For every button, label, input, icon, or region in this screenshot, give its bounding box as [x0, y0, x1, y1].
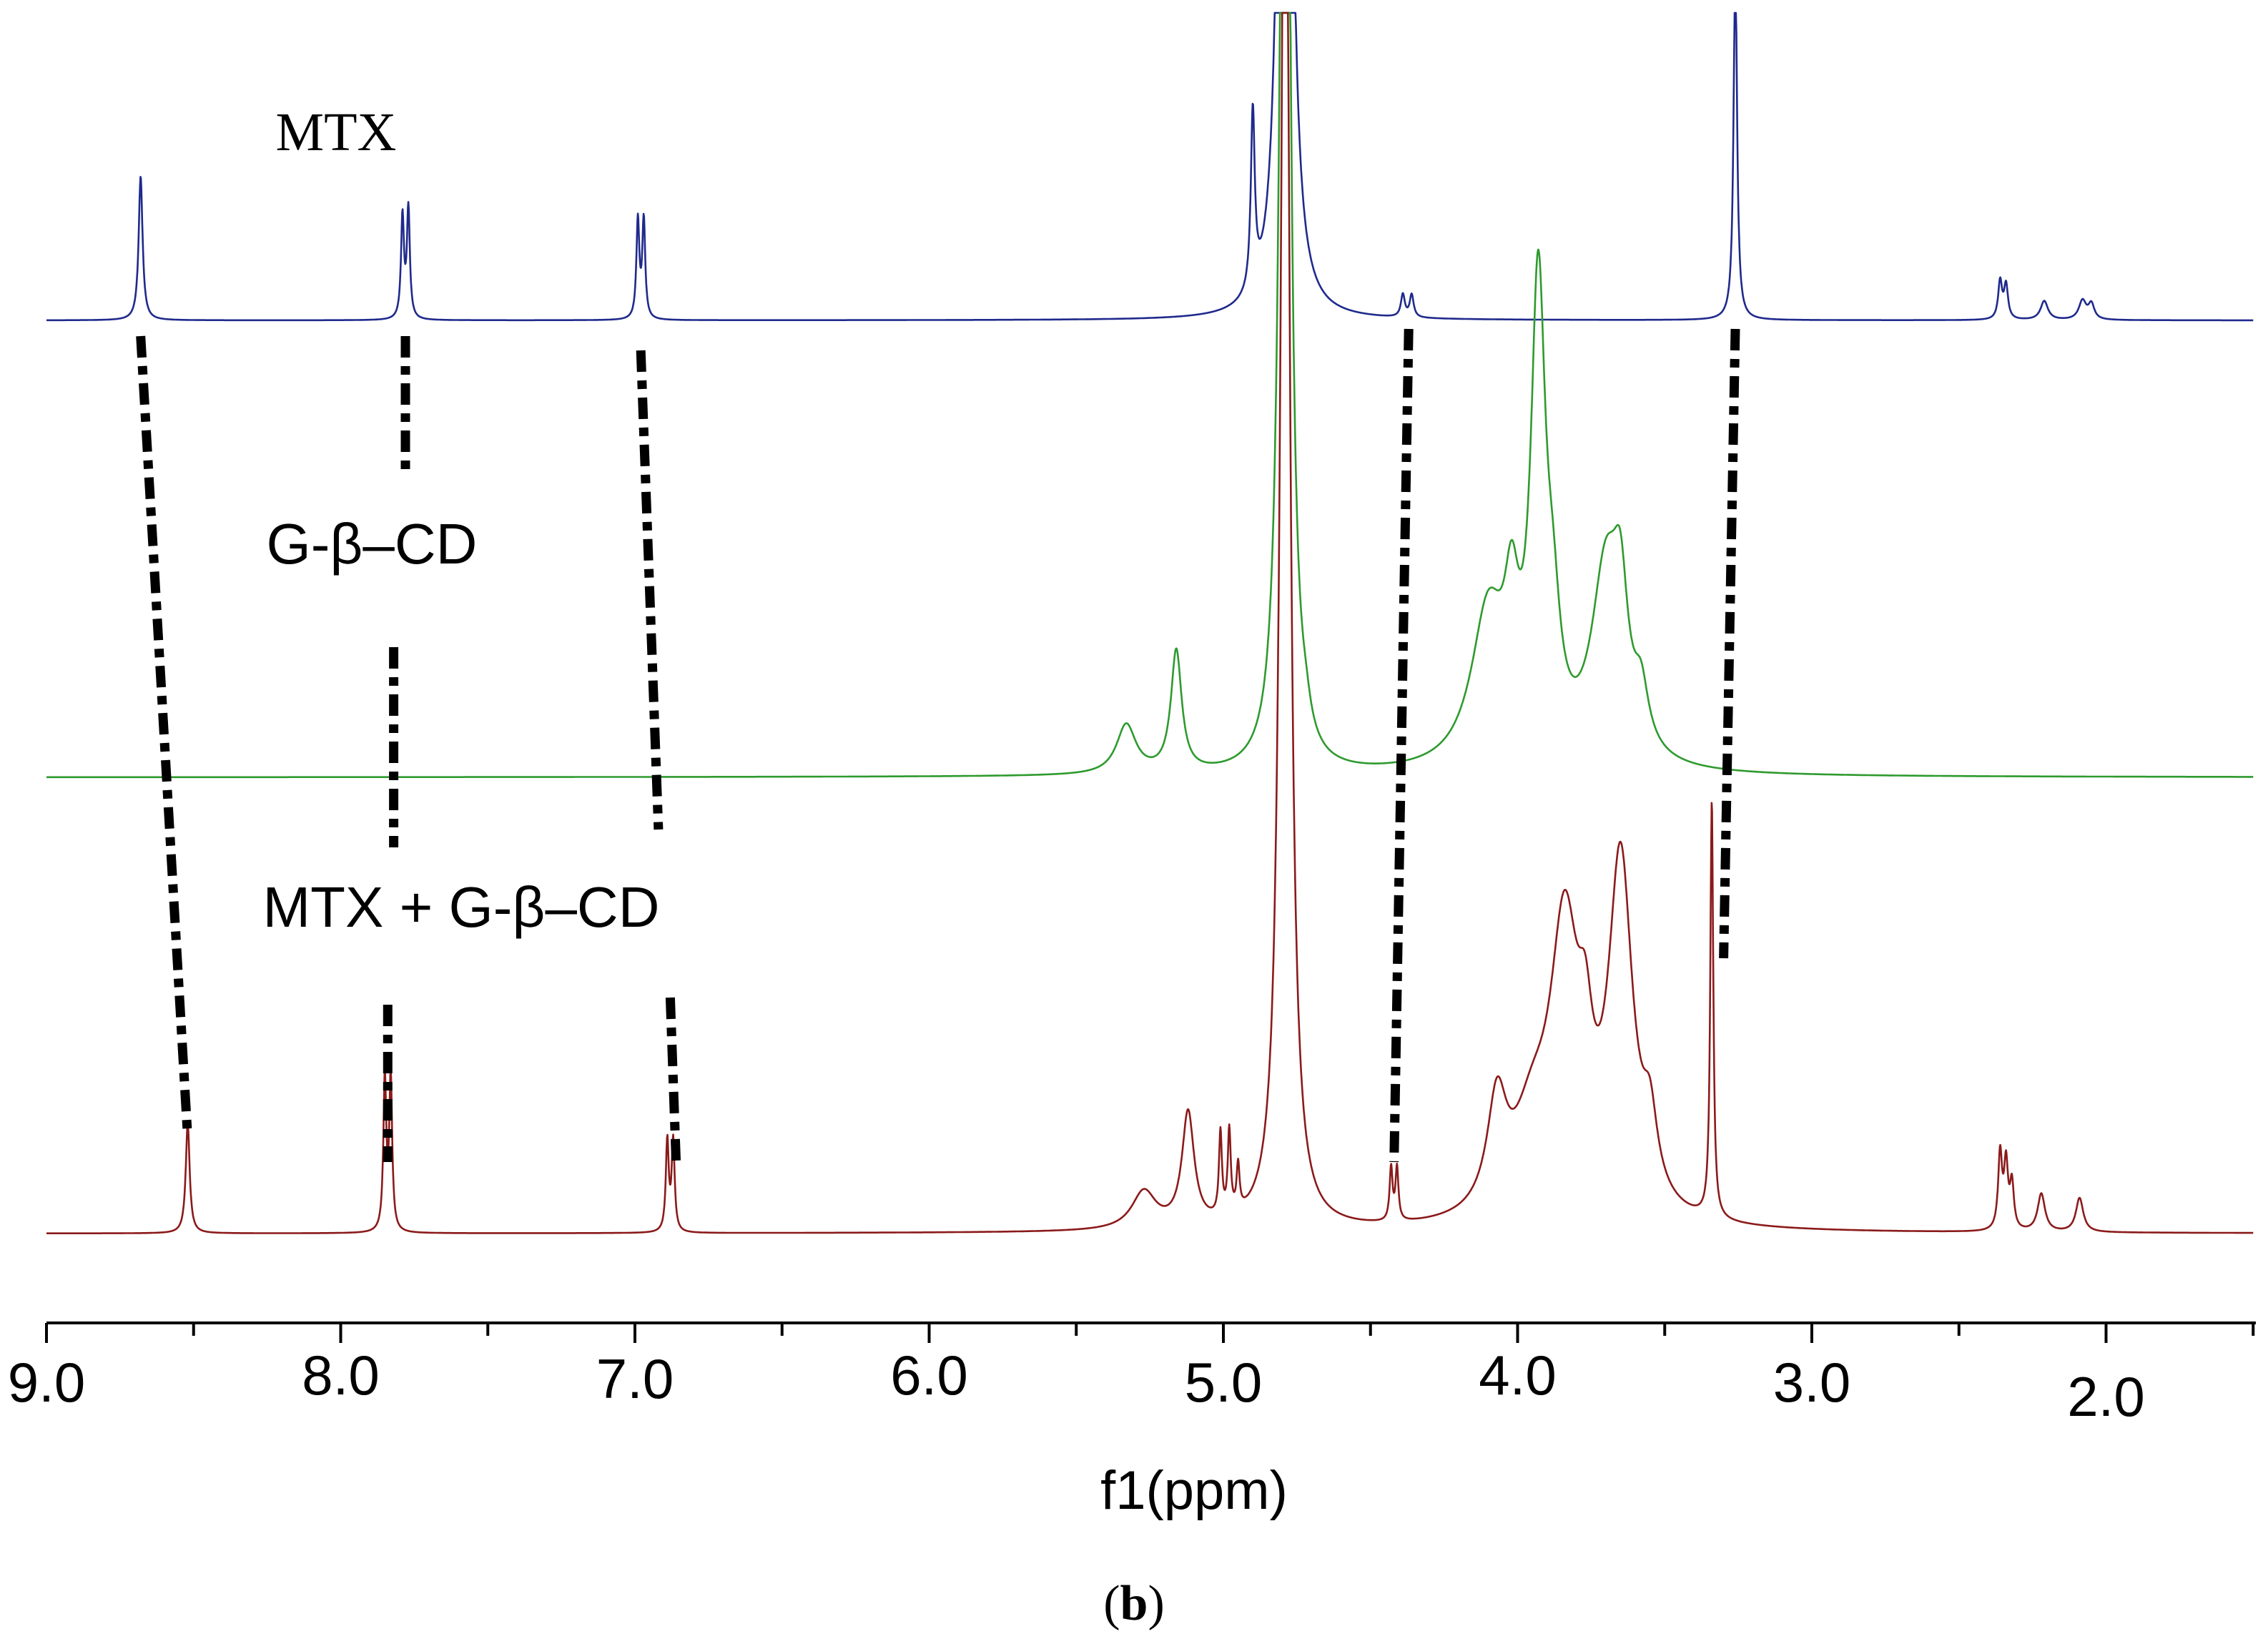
correlation-line-2-0 — [636, 350, 664, 830]
panel-label: (b) — [1103, 1576, 1165, 1631]
x-tick-label: 4.0 — [1479, 1344, 1556, 1407]
x-tick-label: 6.0 — [890, 1344, 967, 1407]
x-tick-label: 5.0 — [1185, 1351, 1262, 1414]
x-tick-label: 2.0 — [2067, 1365, 2144, 1428]
spectrum-trace-2 — [46, 11, 2254, 1234]
x-tick-label: 7.0 — [596, 1347, 674, 1410]
x-axis: 9.0 8.0 7.0 6.0 5.0 4.0 3.0 2.0 — [8, 1321, 2256, 1428]
correlation-line-0-0 — [136, 335, 192, 1138]
series-label-mtx-g-beta-cd: MTX + G-β–CD — [263, 875, 660, 939]
series-label-g-beta-cd: G-β–CD — [267, 512, 478, 576]
correlation-line-4-0 — [1719, 328, 1740, 959]
spectrum-trace-1 — [46, 11, 2254, 779]
correlation-line-2-1 — [665, 997, 681, 1163]
x-axis-label: f1(ppm) — [1100, 1460, 1288, 1521]
x-tick-label: 3.0 — [1773, 1351, 1850, 1414]
correlation-lines — [136, 328, 1740, 1163]
series-label-mtx: MTX — [276, 102, 397, 162]
spectrum-traces — [46, 11, 2254, 1234]
spectrum-trace-0 — [46, 11, 2254, 322]
correlation-line-3-0 — [1389, 328, 1414, 1163]
x-tick-label: 9.0 — [8, 1351, 85, 1414]
x-tick-label: 8.0 — [302, 1344, 379, 1407]
